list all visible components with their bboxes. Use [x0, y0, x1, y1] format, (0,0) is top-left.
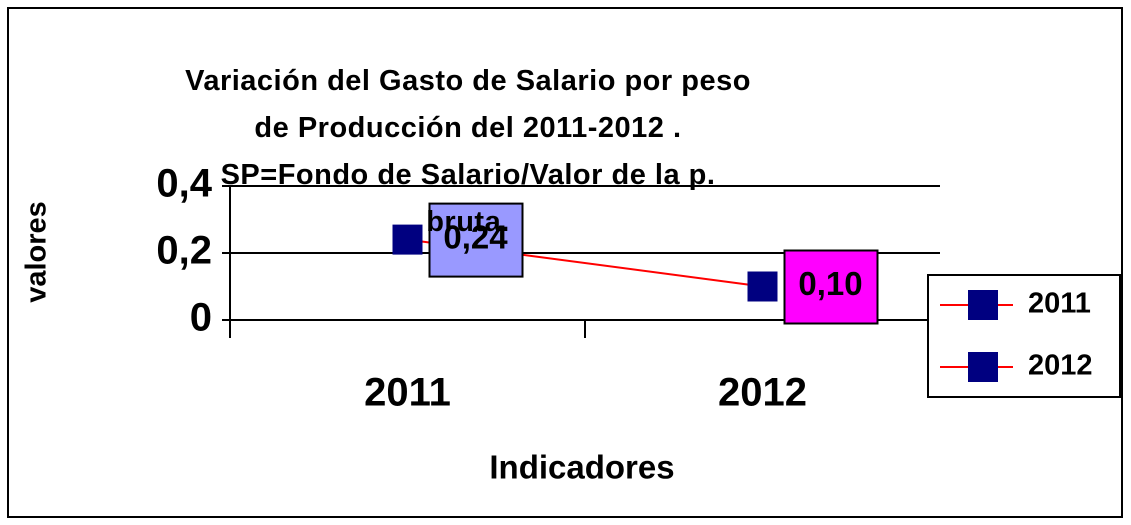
data-label-box	[783, 249, 879, 325]
marker	[747, 271, 778, 302]
data-label: 0,24	[443, 218, 508, 255]
y-axis-title: valores	[21, 201, 53, 303]
y-tick-label: 0,4	[156, 162, 212, 206]
data-label: 0,10	[798, 265, 862, 302]
y-tick-label: 0,2	[156, 229, 212, 273]
legend	[927, 274, 1121, 398]
legend-label: 2012	[1028, 350, 1093, 382]
legend-marker	[968, 290, 998, 320]
data-label-box	[428, 202, 524, 278]
chart-title: Variación del Gasto de Salario por peso …	[185, 65, 751, 238]
x-tick-label: 2012	[718, 371, 807, 415]
legend-label: 2011	[1028, 288, 1091, 320]
chart-frame	[7, 7, 1123, 518]
x-axis-title: Indicadores	[489, 449, 674, 486]
legend-marker	[968, 352, 998, 382]
y-tick-label: 0	[190, 296, 212, 340]
marker	[392, 224, 423, 255]
x-tick-label: 2011	[364, 371, 451, 415]
